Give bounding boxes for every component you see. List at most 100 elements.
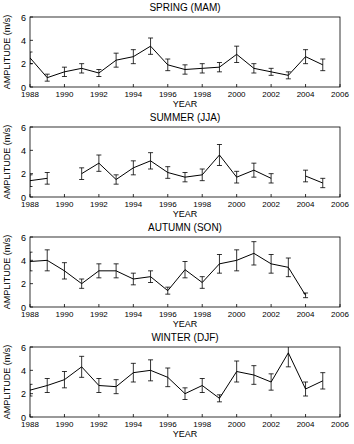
error-bar bbox=[96, 70, 101, 77]
error-bar bbox=[234, 361, 239, 382]
error-bar bbox=[200, 277, 205, 289]
y-tick bbox=[30, 283, 33, 284]
y-tick-label: 6 bbox=[21, 233, 26, 243]
x-tick-label: 1992 bbox=[90, 200, 108, 209]
y-axis-label: AMPLITUDE (m/s) bbox=[2, 235, 12, 310]
x-tick bbox=[271, 304, 272, 307]
y-tick-label: 6 bbox=[21, 123, 26, 133]
error-bar bbox=[251, 163, 256, 177]
error-bar bbox=[217, 395, 222, 402]
plot-frame bbox=[30, 17, 340, 87]
y-tick-label: 2 bbox=[21, 279, 26, 289]
x-tick bbox=[202, 414, 203, 417]
x-tick bbox=[271, 414, 272, 417]
x-tick bbox=[98, 414, 99, 417]
x-tick bbox=[305, 84, 306, 87]
x-tick bbox=[64, 414, 65, 417]
data-group bbox=[30, 38, 325, 81]
x-tick-label: 2004 bbox=[297, 200, 315, 209]
error-bar bbox=[269, 174, 274, 183]
error-bar bbox=[303, 50, 308, 64]
x-tick bbox=[30, 194, 31, 197]
x-tick bbox=[167, 414, 168, 417]
x-tick-label: 1992 bbox=[90, 310, 108, 319]
x-axis-label: YEAR bbox=[173, 319, 198, 329]
x-tick bbox=[133, 84, 134, 87]
error-bar bbox=[114, 175, 119, 184]
x-tick bbox=[64, 84, 65, 87]
data-group bbox=[30, 145, 325, 188]
error-bar bbox=[200, 169, 205, 181]
x-tick-label: 2000 bbox=[228, 420, 246, 429]
error-bar bbox=[165, 167, 170, 179]
x-tick bbox=[236, 304, 237, 307]
panel: WINTER (DJF)0246198819901992199419961998… bbox=[2, 332, 349, 439]
error-bar bbox=[79, 168, 84, 180]
title: AUTUMN (SON) bbox=[148, 222, 222, 233]
y-tick-label: 2 bbox=[21, 59, 26, 69]
error-bar bbox=[234, 250, 239, 271]
error-bar bbox=[96, 155, 101, 171]
x-tick-label: 1998 bbox=[193, 90, 211, 99]
x-tick-label: 1990 bbox=[56, 200, 74, 209]
error-bar bbox=[131, 273, 136, 285]
y-tick-label: 2 bbox=[21, 169, 26, 179]
title: WINTER (DJF) bbox=[151, 332, 218, 343]
error-bar bbox=[269, 255, 274, 274]
y-tick bbox=[30, 237, 33, 238]
x-tick-label: 2004 bbox=[297, 310, 315, 319]
error-bar bbox=[303, 382, 308, 396]
x-tick bbox=[167, 84, 168, 87]
x-tick-label: 1996 bbox=[159, 200, 177, 209]
error-bar bbox=[200, 64, 205, 73]
y-axis-label: AMPLITUDE (m/s) bbox=[2, 345, 12, 420]
y-tick bbox=[30, 173, 33, 174]
x-tick-label: 1990 bbox=[56, 90, 74, 99]
x-tick-label: 2002 bbox=[262, 310, 280, 319]
error-bar bbox=[320, 59, 325, 71]
error-bar bbox=[303, 293, 308, 298]
error-bar bbox=[183, 173, 188, 182]
x-tick bbox=[167, 194, 168, 197]
y-tick-label: 6 bbox=[21, 13, 26, 23]
error-bar bbox=[269, 68, 274, 75]
x-tick bbox=[340, 304, 341, 307]
x-tick-label: 2004 bbox=[297, 420, 315, 429]
series-line bbox=[30, 178, 47, 180]
error-bar bbox=[165, 287, 170, 294]
x-tick-label: 2000 bbox=[228, 200, 246, 209]
x-tick bbox=[98, 194, 99, 197]
error-bar bbox=[131, 50, 136, 64]
error-bar bbox=[286, 72, 291, 79]
x-tick-label: 1994 bbox=[124, 90, 142, 99]
error-bar bbox=[131, 161, 136, 175]
y-tick bbox=[30, 17, 33, 18]
x-tick-label: 1992 bbox=[90, 90, 108, 99]
error-bar bbox=[148, 38, 153, 54]
plot-frame bbox=[30, 127, 340, 197]
x-tick-label: 2002 bbox=[262, 200, 280, 209]
y-tick-label: 4 bbox=[21, 36, 26, 46]
error-bar bbox=[79, 356, 84, 377]
x-tick bbox=[64, 194, 65, 197]
error-bar bbox=[200, 379, 205, 393]
x-tick bbox=[236, 414, 237, 417]
error-bar bbox=[62, 372, 67, 388]
error-bar bbox=[286, 258, 291, 277]
x-tick bbox=[236, 194, 237, 197]
error-bar bbox=[96, 379, 101, 393]
y-tick bbox=[30, 40, 33, 41]
y-tick bbox=[30, 393, 33, 394]
x-tick bbox=[30, 84, 31, 87]
x-tick-label: 2006 bbox=[331, 90, 349, 99]
x-tick-label: 2006 bbox=[331, 200, 349, 209]
x-tick-label: 1998 bbox=[193, 420, 211, 429]
series-line bbox=[30, 253, 306, 295]
y-axis-label: AMPLITUDE (m/s) bbox=[2, 15, 12, 90]
x-tick-label: 1994 bbox=[124, 310, 142, 319]
x-tick-label: 1988 bbox=[21, 200, 39, 209]
data-group bbox=[30, 347, 325, 402]
error-bar bbox=[183, 262, 188, 278]
x-tick-label: 1994 bbox=[124, 420, 142, 429]
x-tick bbox=[30, 414, 31, 417]
